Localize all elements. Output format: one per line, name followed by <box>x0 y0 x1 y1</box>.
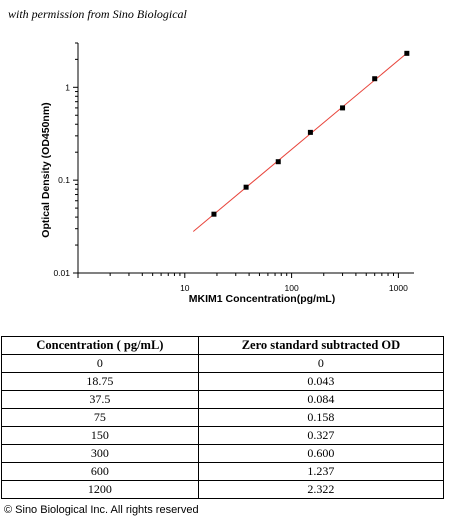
tick-marks: 10 100 1000 0.01 0.1 1 <box>53 42 408 293</box>
cell-concentration: 1200 <box>1 480 199 499</box>
cell-concentration: 37.5 <box>1 390 199 409</box>
header-concentration: Concentration ( pg/mL) <box>1 336 199 355</box>
data-point <box>340 105 346 111</box>
data-points <box>211 50 410 217</box>
cell-od: 0.600 <box>197 444 445 463</box>
fit-line-group <box>192 51 410 232</box>
x-tick-label: 100 <box>285 283 299 293</box>
cell-concentration: 0 <box>1 354 199 373</box>
cell-od: 0.327 <box>197 426 445 445</box>
x-tick-label: 10 <box>180 283 190 293</box>
table-row: 75 0.158 <box>1 408 445 427</box>
data-point <box>211 211 217 217</box>
data-point <box>243 184 249 190</box>
cell-concentration: 75 <box>1 408 199 427</box>
table-row: 150 0.327 <box>1 426 445 445</box>
data-point <box>404 50 410 56</box>
table-row: 1200 2.322 <box>1 480 445 499</box>
cell-od: 0.043 <box>197 372 445 391</box>
cell-od: 0.158 <box>197 408 445 427</box>
table-row: 37.5 0.084 <box>1 390 445 409</box>
data-point <box>372 76 378 82</box>
table-row: 18.75 0.043 <box>1 372 445 391</box>
x-axis-label: MKIM1 Concentration(pg/mL) <box>189 293 335 305</box>
data-point <box>275 159 281 165</box>
data-table: Concentration ( pg/mL) Zero standard sub… <box>1 336 445 499</box>
y-tick-label: 1 <box>65 82 70 92</box>
y-axis-label: Optical Density (OD450nm) <box>40 102 52 237</box>
x-tick-label: 1000 <box>389 283 408 293</box>
table-row: 600 1.237 <box>1 462 445 481</box>
cell-concentration: 300 <box>1 444 199 463</box>
y-tick-label: 0.01 <box>53 268 70 278</box>
cell-od: 0.084 <box>197 390 445 409</box>
cell-od: 0 <box>197 354 445 373</box>
axes <box>77 43 414 274</box>
fit-line <box>192 51 410 232</box>
table-header-row: Concentration ( pg/mL) Zero standard sub… <box>1 336 445 355</box>
standard-curve-chart: 10 100 1000 0.01 0.1 1 MKIM1 Concentration(pg… <box>40 42 414 305</box>
cell-concentration: 600 <box>1 462 199 481</box>
cell-od: 2.322 <box>197 480 445 499</box>
y-tick-label: 0.1 <box>58 175 70 185</box>
cell-od: 1.237 <box>197 462 445 481</box>
data-point <box>307 129 313 135</box>
copyright-notice: © Sino Biological Inc. All rights reserv… <box>4 504 199 516</box>
cell-concentration: 150 <box>1 426 199 445</box>
header-od: Zero standard subtracted OD <box>197 336 445 355</box>
cell-concentration: 18.75 <box>1 372 199 391</box>
permission-note: with permission from Sino Biological <box>8 7 187 21</box>
table-row: 300 0.600 <box>1 444 445 463</box>
